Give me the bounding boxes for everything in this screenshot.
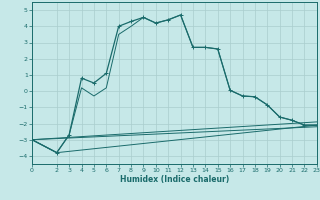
X-axis label: Humidex (Indice chaleur): Humidex (Indice chaleur) [120,175,229,184]
